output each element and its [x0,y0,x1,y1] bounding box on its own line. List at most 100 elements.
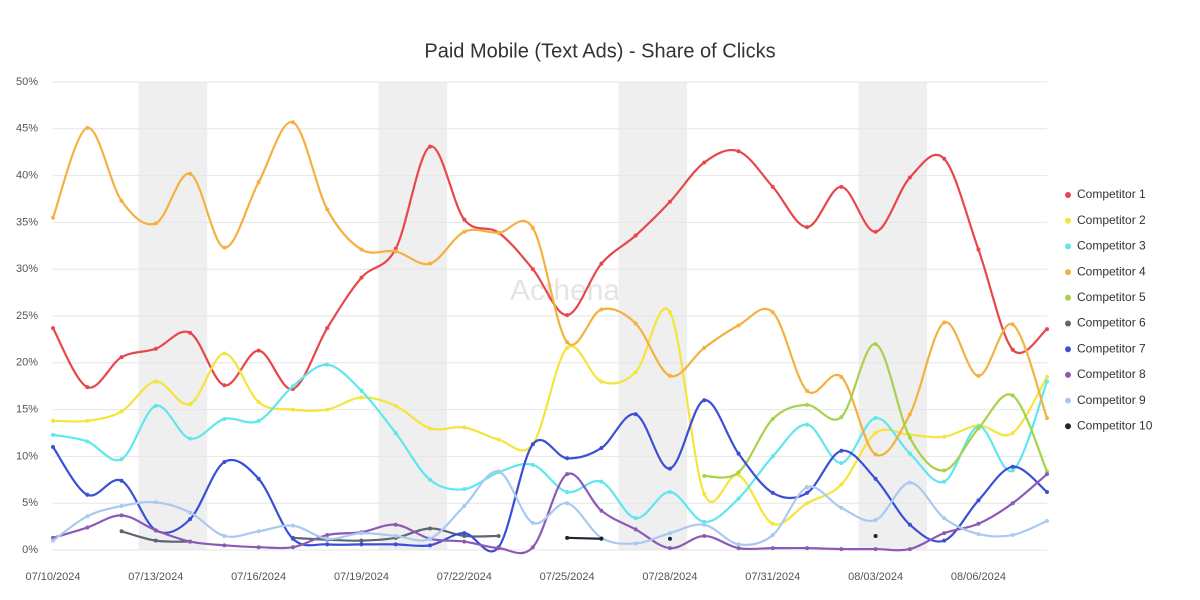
data-point [85,525,90,530]
data-point [770,454,775,459]
data-point [942,434,947,439]
data-point [153,379,158,384]
data-point [702,160,707,165]
legend-label: Competitor 1 [1077,187,1146,201]
legend-label: Competitor 9 [1077,393,1146,407]
data-point [770,490,775,495]
data-point [462,533,467,538]
y-tick-label: 30% [16,263,38,275]
data-point [428,536,433,541]
data-point [530,267,535,272]
data-point [942,156,947,161]
series-line [51,121,1049,457]
data-point [530,442,535,447]
legend-marker [1065,269,1071,276]
data-point [462,229,467,234]
data-point [942,516,947,521]
data-point [736,451,741,456]
data-point [222,245,227,250]
data-point [222,533,227,538]
data-point [1010,464,1015,469]
data-point [667,546,672,551]
data-point [428,261,433,266]
data-point [119,409,124,414]
data-point [1010,431,1015,435]
data-point [290,384,295,389]
data-point [805,225,810,230]
data-point [839,547,844,552]
y-tick-label: 20% [16,357,38,369]
data-point [393,533,398,538]
data-point [256,529,261,534]
data-point [119,198,124,203]
data-point [873,431,878,435]
data-point [359,275,364,280]
data-point [1010,322,1015,327]
data-point [702,491,707,496]
watermark: Acthena [510,274,620,307]
data-point [907,451,912,456]
chart-title: Paid Mobile (Text Ads) - Share of Clicks [424,40,775,62]
data-point [770,533,775,538]
data-point [907,412,912,417]
data-point [702,398,707,403]
data-point [51,445,55,450]
data-point [599,261,604,266]
data-point [702,345,707,350]
data-point [393,246,398,251]
data-point [599,445,604,450]
data-point [325,362,330,367]
data-point [188,401,193,406]
data-point [839,505,844,510]
data-point [907,480,912,485]
data-point [599,379,604,384]
data-point [633,541,638,546]
data-point [805,501,810,506]
x-tick-label: 08/03/2024 [848,571,903,583]
data-point [462,425,467,430]
data-point [599,479,604,484]
data-point [428,426,433,431]
data-point [565,340,570,345]
legend-label: Competitor 5 [1077,290,1146,304]
data-point [188,330,193,335]
data-point [256,545,261,550]
legend-label: Competitor 3 [1077,239,1146,253]
data-point [119,504,124,509]
data-point [633,370,638,375]
data-point [976,247,981,252]
data-point [1045,416,1049,421]
y-tick-label: 25% [16,310,38,322]
data-point [462,504,467,509]
data-point [702,519,707,524]
data-point [736,546,741,551]
series-line [52,470,1048,547]
data-point [1010,501,1015,506]
data-point [222,416,227,421]
legend-label: Competitor 8 [1077,367,1146,381]
data-point [805,402,810,407]
data-point [325,536,330,541]
data-point [462,217,467,222]
y-tick-label: 40% [16,170,38,182]
data-point [188,436,193,441]
data-point [702,474,707,479]
legend-marker [1065,192,1071,198]
data-point [256,400,261,405]
legend-marker [1065,294,1071,301]
data-point [907,547,912,552]
data-point [222,543,227,548]
data-point [907,435,912,440]
data-point [599,307,604,312]
data-point [222,460,227,465]
data-point [976,498,981,503]
data-point [942,320,947,325]
data-point [51,215,55,220]
data-point [873,229,878,234]
data-point [633,516,638,521]
x-tick-label: 07/16/2024 [231,571,286,583]
legend-label: Competitor 10 [1077,418,1153,432]
data-point [736,323,741,328]
